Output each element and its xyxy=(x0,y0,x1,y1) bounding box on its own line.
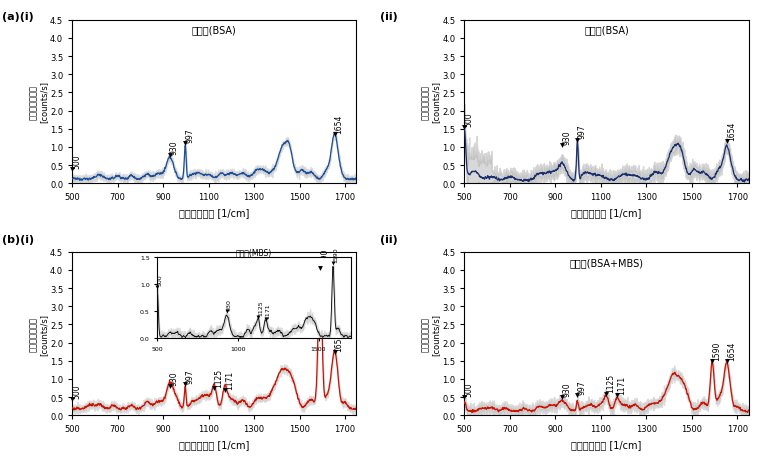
Text: 500: 500 xyxy=(72,383,81,398)
Text: 500: 500 xyxy=(464,381,473,396)
Text: 997: 997 xyxy=(185,369,195,384)
Text: 997: 997 xyxy=(578,380,587,394)
Text: 前駆体(BSA): 前駆体(BSA) xyxy=(192,26,236,35)
Text: 1590: 1590 xyxy=(712,341,721,360)
Text: (ii): (ii) xyxy=(380,234,397,244)
Text: 1654: 1654 xyxy=(334,331,344,351)
Text: (ii): (ii) xyxy=(380,11,397,22)
Text: 1171: 1171 xyxy=(225,370,234,389)
Text: 1654: 1654 xyxy=(727,341,736,360)
Text: 500: 500 xyxy=(72,154,81,169)
Text: 前駆体(BSA+MBS): 前駆体(BSA+MBS) xyxy=(177,257,252,267)
Text: 930: 930 xyxy=(562,130,572,145)
Text: 1654: 1654 xyxy=(727,122,736,141)
Y-axis label: 規格化した強度
[counts/s]: 規格化した強度 [counts/s] xyxy=(29,313,49,355)
X-axis label: ラマンシフト [1/cm]: ラマンシフト [1/cm] xyxy=(572,207,641,217)
Text: 1654: 1654 xyxy=(334,114,344,134)
Text: 1171: 1171 xyxy=(617,375,626,394)
Text: 造形物(BSA+MBS): 造形物(BSA+MBS) xyxy=(569,257,644,267)
X-axis label: ラマンシフト [1/cm]: ラマンシフト [1/cm] xyxy=(179,439,249,449)
Text: (b)(i): (b)(i) xyxy=(2,234,33,244)
Y-axis label: 規格化した強度
[counts/s]: 規格化した強度 [counts/s] xyxy=(421,313,441,355)
Y-axis label: 規格化した強度
[counts/s]: 規格化した強度 [counts/s] xyxy=(421,81,441,123)
Text: 997: 997 xyxy=(578,124,587,139)
X-axis label: ラマンシフト [1/cm]: ラマンシフト [1/cm] xyxy=(179,207,249,217)
Text: 930: 930 xyxy=(170,140,179,154)
Text: 500: 500 xyxy=(464,112,473,127)
Y-axis label: 規格化した強度
[counts/s]: 規格化した強度 [counts/s] xyxy=(29,81,49,123)
Text: 1125: 1125 xyxy=(214,368,223,387)
Text: 930: 930 xyxy=(562,381,572,396)
Text: 1125: 1125 xyxy=(606,374,616,392)
Text: 造形物(BSA): 造形物(BSA) xyxy=(584,26,629,35)
Text: (a)(i): (a)(i) xyxy=(2,11,33,22)
Text: 930: 930 xyxy=(170,371,179,385)
Text: 997: 997 xyxy=(185,128,195,143)
Text: 1590: 1590 xyxy=(320,248,329,268)
X-axis label: ラマンシフト [1/cm]: ラマンシフト [1/cm] xyxy=(572,439,641,449)
